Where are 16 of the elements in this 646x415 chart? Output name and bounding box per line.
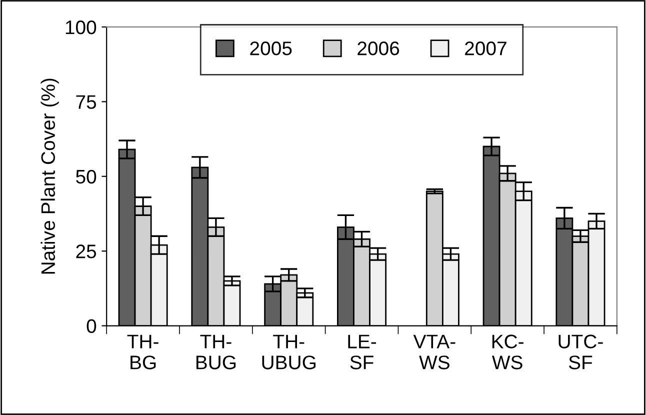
x-tick-label: LE- SF — [348, 334, 376, 370]
y-tick-label: 0 — [86, 319, 96, 334]
x-tick-label: VTA- WS — [413, 334, 456, 370]
y-tick-label: 50 — [76, 170, 96, 184]
legend-label: 2005 — [250, 42, 292, 56]
legend-label: 2006 — [358, 42, 400, 56]
x-tick-label: TH- BUG — [196, 334, 236, 370]
y-axis-title: Native Plant Cover (%) — [40, 78, 59, 274]
x-tick-label: UTC- SF — [558, 334, 603, 370]
x-tick-label: KC- WS — [492, 334, 524, 370]
y-tick-label: 75 — [76, 95, 96, 109]
legend-label: 2007 — [465, 42, 506, 56]
y-tick-label: 25 — [76, 244, 96, 258]
x-tick-label: TH- UBUG — [262, 334, 316, 370]
y-tick-label: 100 — [66, 20, 96, 34]
x-tick-label: TH- BG — [127, 334, 158, 370]
